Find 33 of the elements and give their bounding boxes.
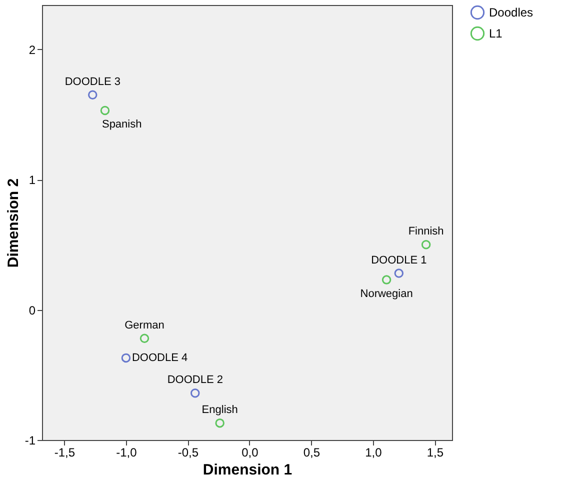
y-tick-label: 2 (28, 42, 36, 57)
y-tick-label: -1 (24, 434, 36, 448)
annotation: DOODLE 2 (167, 374, 223, 386)
y-tick-label: 1 (28, 173, 36, 188)
y-tick-label: 0 (28, 303, 36, 318)
point (121, 353, 131, 363)
y-axis-title: Dimension 2 (4, 178, 22, 268)
x-tick-label: 0,0 (242, 446, 259, 460)
x-tick-label: -1,0 (116, 446, 138, 460)
point (190, 388, 200, 398)
annotation: English (202, 404, 238, 416)
x-tick-label: 0,5 (303, 446, 320, 460)
legend-label: Doodles (489, 6, 534, 20)
point (421, 240, 431, 250)
point (88, 90, 98, 100)
annotation: DOODLE 1 (371, 254, 427, 266)
point (140, 334, 150, 344)
x-axis-title: Dimension 1 (202, 462, 292, 478)
legend-label: L1 (489, 26, 503, 40)
x-tick-label: 1,0 (365, 446, 382, 460)
annotation: Spanish (102, 118, 142, 130)
x-tick-label: 1,5 (426, 446, 444, 460)
annotation: Norwegian (360, 288, 413, 300)
annotation: DOODLE 3 (64, 76, 120, 88)
point (394, 268, 404, 278)
point (215, 418, 224, 428)
point (100, 106, 110, 116)
x-tick-label: -1,5 (54, 446, 76, 460)
annotation: DOODLE 4 (132, 352, 188, 364)
annotation: Finnish (408, 226, 444, 238)
point (382, 275, 392, 284)
annotation: German (124, 319, 164, 332)
x-tick-label: -0,5 (178, 446, 199, 460)
